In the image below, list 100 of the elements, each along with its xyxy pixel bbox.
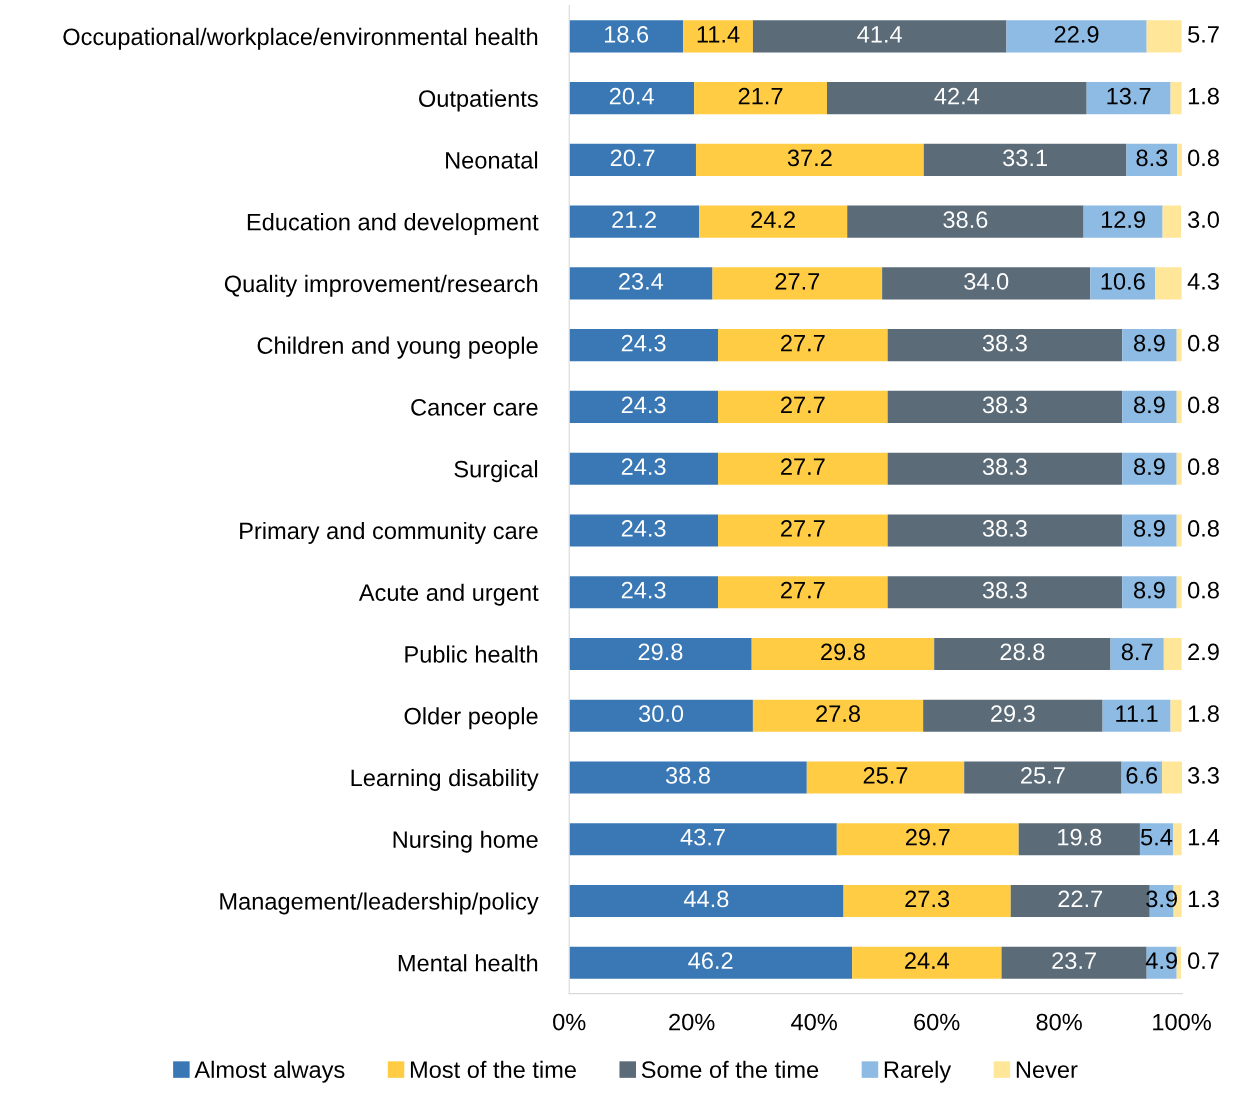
data-label: 38.8 bbox=[665, 767, 710, 784]
bar bbox=[1176, 390, 1182, 423]
data-label: 27.7 bbox=[781, 396, 825, 414]
y-tick-label: Management/leadership/policy bbox=[220, 892, 539, 915]
data-label: 38.3 bbox=[982, 396, 1027, 414]
bar bbox=[569, 576, 719, 609]
bar bbox=[1170, 699, 1182, 732]
bar bbox=[827, 82, 1087, 115]
data-label: 20.7 bbox=[610, 149, 655, 167]
bar bbox=[806, 761, 965, 794]
bar bbox=[569, 637, 752, 670]
data-label: 27.3 bbox=[905, 890, 950, 908]
data-label: 24.4 bbox=[905, 952, 950, 969]
x-tick-label: 100% bbox=[1153, 1013, 1211, 1031]
data-label: 24.2 bbox=[751, 211, 795, 228]
x-tick-label: 80% bbox=[1036, 1013, 1082, 1031]
bar bbox=[934, 637, 1111, 670]
data-label: 0.7 bbox=[1188, 952, 1219, 970]
bar bbox=[887, 329, 1123, 362]
data-label: 12.9 bbox=[1101, 211, 1145, 228]
data-label: 28.8 bbox=[1000, 643, 1045, 661]
x-tick-label: 60% bbox=[914, 1013, 960, 1031]
y-tick-label: Occupational/workplace/environmental health bbox=[63, 27, 538, 50]
bar bbox=[699, 205, 848, 238]
y-tick-label: Older people bbox=[404, 707, 538, 730]
bar bbox=[569, 267, 713, 300]
data-label: 18.6 bbox=[604, 26, 649, 43]
bar bbox=[1086, 82, 1171, 115]
y-tick-label: Public health bbox=[405, 645, 538, 663]
data-label: 24.3 bbox=[621, 458, 666, 476]
bar bbox=[1122, 514, 1177, 547]
bar bbox=[1001, 946, 1147, 979]
bar bbox=[569, 699, 753, 732]
data-label: 20.4 bbox=[609, 87, 654, 105]
data-label: 38.3 bbox=[982, 334, 1027, 352]
data-label: 5.7 bbox=[1188, 26, 1219, 43]
data-label: 8.7 bbox=[1121, 643, 1153, 661]
bar bbox=[1110, 637, 1164, 670]
bar bbox=[1126, 143, 1178, 176]
x-tick-label: 0% bbox=[553, 1013, 586, 1031]
data-label: 38.3 bbox=[982, 520, 1027, 537]
data-label: 4.9 bbox=[1145, 952, 1177, 970]
bar bbox=[695, 143, 924, 176]
bar bbox=[694, 82, 828, 115]
bar bbox=[718, 514, 888, 547]
y-tick-label: Learning disability bbox=[351, 768, 539, 791]
data-label: 38.6 bbox=[943, 211, 988, 228]
bar bbox=[852, 946, 1002, 979]
bar bbox=[1161, 761, 1183, 794]
y-tick-label: Outpatients bbox=[419, 89, 538, 112]
x-tick-label: 20% bbox=[669, 1013, 715, 1031]
bar bbox=[718, 329, 888, 362]
data-label: 21.7 bbox=[738, 87, 783, 105]
data-label: 25.7 bbox=[1021, 767, 1065, 784]
bar bbox=[683, 20, 753, 53]
bar bbox=[569, 20, 684, 53]
bar bbox=[569, 452, 719, 485]
bar bbox=[1177, 143, 1183, 176]
data-label: 29.8 bbox=[638, 643, 683, 661]
legend-label: Never bbox=[1016, 1061, 1078, 1079]
data-label: 46.2 bbox=[688, 952, 733, 970]
bar bbox=[1162, 205, 1181, 238]
data-label: 38.3 bbox=[982, 581, 1027, 599]
bar bbox=[1083, 205, 1163, 238]
bar bbox=[569, 823, 837, 856]
data-label: 30.0 bbox=[638, 705, 684, 723]
y-tick-label: Nursing home bbox=[393, 830, 538, 853]
data-label: 8.9 bbox=[1134, 520, 1165, 537]
data-label: 29.7 bbox=[905, 828, 950, 846]
legend-label: Some of the time bbox=[641, 1060, 819, 1079]
data-label: 11.1 bbox=[1116, 705, 1158, 722]
data-label: 0.8 bbox=[1188, 520, 1219, 537]
bar bbox=[1176, 452, 1182, 485]
data-label: 0.8 bbox=[1188, 581, 1219, 599]
data-label: 1.4 bbox=[1188, 829, 1220, 846]
legend-label: Rarely bbox=[884, 1060, 952, 1083]
bar bbox=[718, 576, 888, 609]
data-label: 27.7 bbox=[781, 458, 825, 475]
data-label: 21.2 bbox=[612, 211, 656, 228]
data-label: 8.9 bbox=[1134, 334, 1165, 352]
y-tick-label: Children and young people bbox=[257, 336, 538, 359]
data-label: 0.8 bbox=[1188, 396, 1219, 414]
data-label: 43.7 bbox=[680, 828, 725, 846]
data-label: 1.3 bbox=[1188, 890, 1219, 908]
data-label: 0.8 bbox=[1188, 458, 1219, 476]
bar bbox=[1173, 823, 1182, 856]
bar bbox=[752, 699, 924, 732]
data-label: 25.7 bbox=[863, 767, 908, 784]
bar bbox=[569, 390, 719, 423]
bar bbox=[1163, 637, 1182, 670]
data-label: 3.3 bbox=[1187, 767, 1219, 784]
bar bbox=[569, 205, 700, 238]
bar bbox=[569, 946, 853, 979]
bar bbox=[718, 452, 888, 485]
bar bbox=[843, 884, 1011, 918]
bar bbox=[1102, 699, 1171, 732]
bar bbox=[569, 761, 807, 794]
data-label: 27.7 bbox=[781, 334, 825, 352]
bar bbox=[1122, 576, 1177, 609]
bar bbox=[1176, 329, 1182, 362]
